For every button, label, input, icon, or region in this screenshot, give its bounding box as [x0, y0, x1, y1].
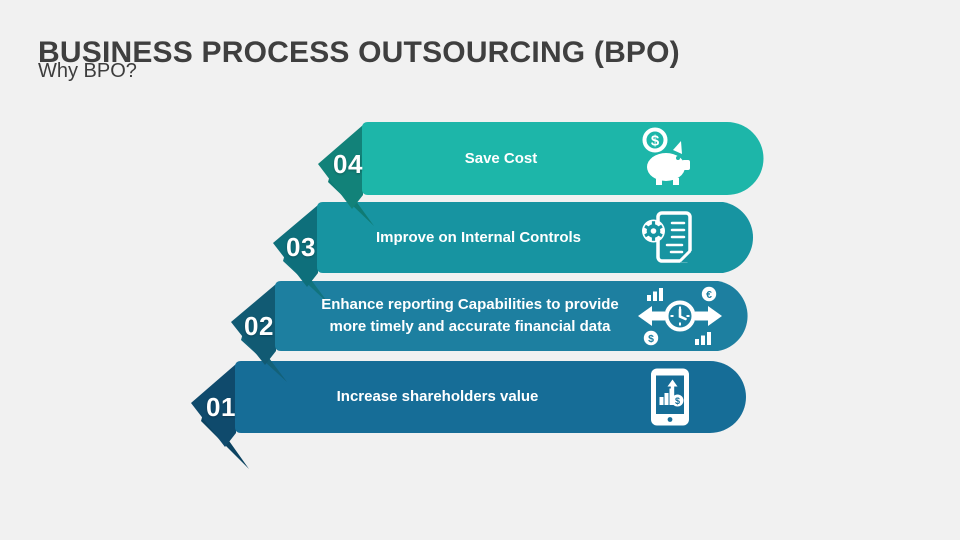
euro-sign: €	[706, 289, 712, 301]
bar-03	[317, 202, 754, 273]
pig-ear	[673, 141, 682, 154]
dollar-sign: $	[675, 396, 680, 406]
bar-chart-top-left	[647, 288, 663, 301]
piggy-bank-icon: $	[636, 126, 694, 190]
step-number-02: 02	[244, 311, 274, 341]
tablet-growth-chart-icon: $	[644, 367, 696, 427]
step-number-01: 01	[206, 392, 236, 422]
pointer-arrow-02	[231, 284, 276, 365]
time-money-exchange-icon: € $	[632, 285, 728, 347]
home-button	[667, 417, 673, 422]
pointer-arrow-01	[191, 364, 236, 447]
step-number-03: 03	[286, 232, 316, 262]
document-lines	[665, 221, 686, 254]
pointer-arrow-04	[318, 125, 363, 209]
right-arrow	[695, 306, 722, 326]
dollar-sign: $	[651, 133, 660, 150]
growth-arrow-shaft	[670, 386, 675, 403]
clock-hands	[678, 308, 687, 321]
step-row-01-shapes	[191, 361, 746, 469]
left-arrow	[638, 306, 665, 326]
slide-subtitle: Why BPO?	[38, 60, 137, 82]
step-row-02-shapes	[231, 281, 748, 382]
dollar-coin	[643, 330, 659, 346]
pointer-arrow-03	[273, 205, 318, 287]
document-gear-icon	[640, 210, 694, 266]
row-label-reporting: Enhance reporting Capabilities to provid…	[321, 296, 619, 335]
step-row-03-shapes	[273, 202, 754, 304]
euro-coin	[701, 286, 717, 302]
document-fold	[678, 249, 692, 263]
dollar-coin	[671, 394, 684, 407]
bar-chart-bottom-right	[695, 332, 711, 345]
row-label-save-cost: Save Cost	[464, 149, 538, 167]
dollar-coin	[642, 127, 668, 153]
dollar-sign: $	[648, 333, 654, 345]
slide-title: BUSINESS PROCESS OUTSOURCING (BPO)	[38, 36, 680, 70]
growth-arrow-head	[667, 379, 678, 387]
row-label-shareholders: Increase shareholders value	[336, 388, 539, 406]
gear-hole	[650, 228, 657, 234]
pig-body	[647, 153, 685, 181]
bar-02	[275, 281, 748, 351]
pig-leg	[656, 178, 662, 185]
pig-leg	[673, 178, 679, 185]
pig-snout	[682, 160, 690, 170]
step-number-04: 04	[333, 149, 363, 179]
row-label-internal-controls: Improve on Internal Controls	[375, 228, 582, 246]
pig-eye	[676, 156, 680, 160]
bar-01	[235, 361, 746, 433]
